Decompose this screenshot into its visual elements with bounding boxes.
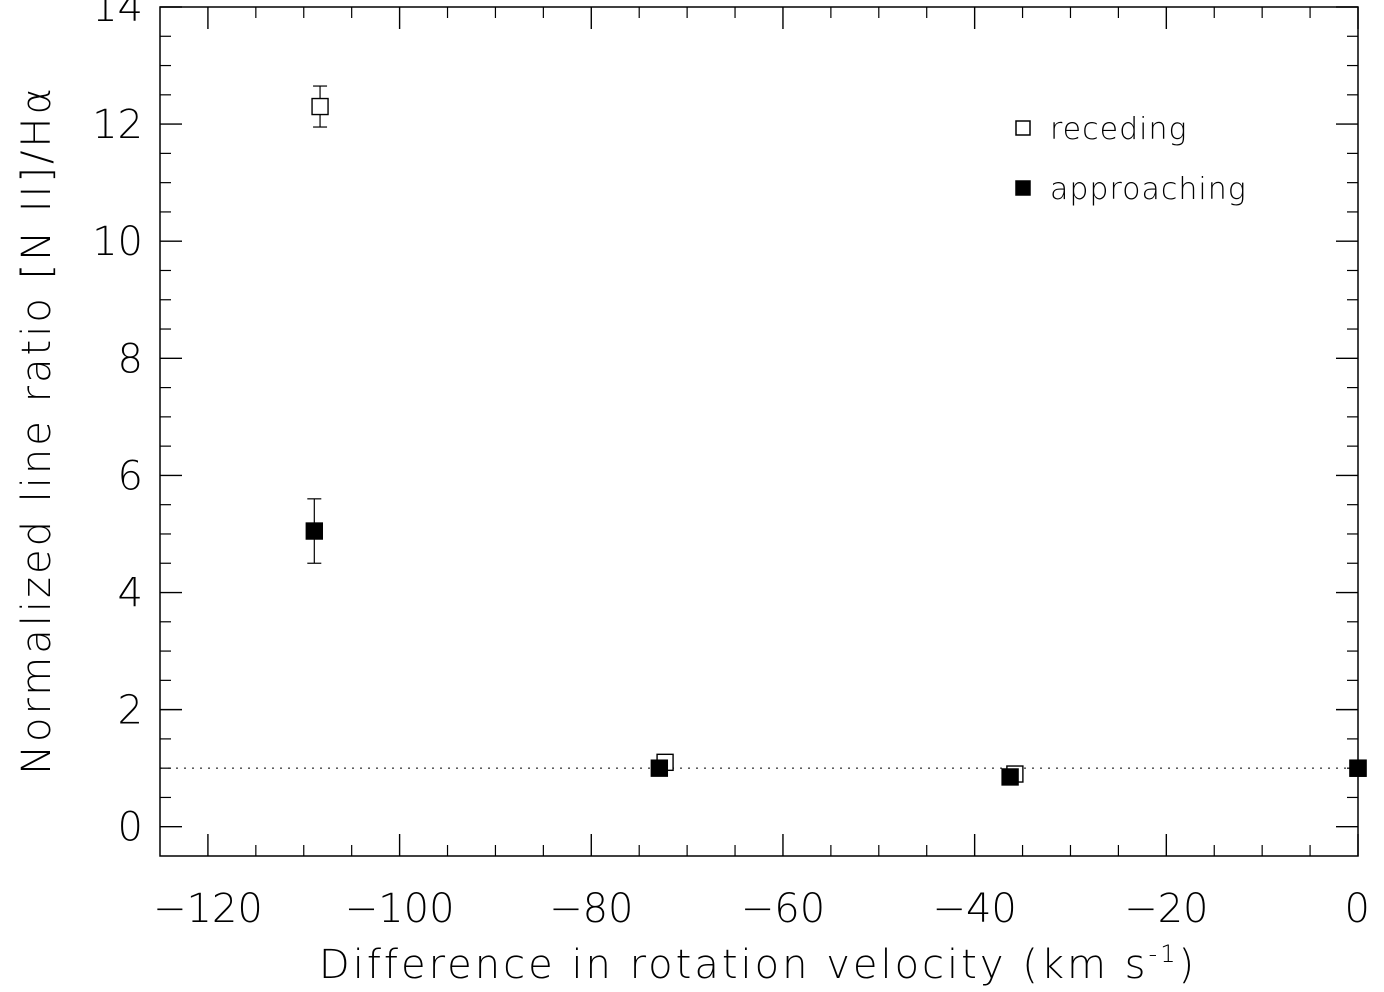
y-tick-label: 6 — [118, 453, 143, 499]
y-tick-labels: 0 2 4 6 8 10 12 14 — [92, 0, 143, 851]
x-tick-label: −100 — [345, 886, 455, 932]
receding-point — [311, 97, 329, 116]
x-tick-label: −120 — [153, 886, 263, 932]
y-tick-label: 14 — [92, 0, 143, 31]
minor-ticks — [160, 7, 1358, 856]
y-tick-label: 4 — [118, 571, 143, 617]
x-tick-labels: −120 −100 −80 −60 −40 −20 0 — [153, 886, 1370, 932]
x-tick-label: −20 — [1124, 886, 1208, 932]
x-tick-label: −40 — [932, 886, 1016, 932]
major-ticks — [160, 6, 1359, 856]
x-tick-label: 0 — [1345, 886, 1370, 932]
approaching-point — [305, 522, 324, 540]
x-tick-label: −80 — [549, 886, 633, 932]
legend-label-receding: receding — [1050, 112, 1187, 147]
x-axis-title: Difference in rotation velocity (km s-1) — [319, 940, 1197, 988]
y-tick-label: 10 — [92, 219, 143, 265]
y-tick-label: 12 — [92, 102, 143, 148]
y-axis-title: Normalized line ratio [N II]/Hα — [14, 85, 60, 775]
y-tick-label: 8 — [118, 336, 143, 382]
approaching-point — [1001, 768, 1019, 786]
legend: receding approaching — [1015, 112, 1247, 207]
approaching-point — [650, 759, 669, 777]
approaching-point — [1349, 759, 1367, 777]
legend-marker-approaching — [1015, 180, 1031, 196]
legend-marker-receding — [1015, 120, 1031, 136]
plot-frame — [159, 6, 1359, 857]
data-points — [305, 85, 1367, 786]
x-tick-label: −60 — [741, 886, 825, 932]
y-tick-label: 0 — [118, 805, 143, 851]
y-tick-label: 2 — [118, 688, 143, 734]
legend-label-approaching: approaching — [1050, 172, 1247, 207]
